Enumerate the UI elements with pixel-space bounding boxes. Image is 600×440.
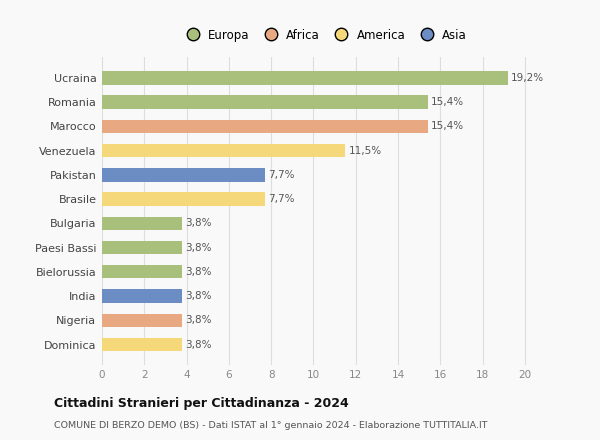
Text: 15,4%: 15,4% bbox=[431, 121, 464, 132]
Text: Cittadini Stranieri per Cittadinanza - 2024: Cittadini Stranieri per Cittadinanza - 2… bbox=[54, 397, 349, 410]
Text: 19,2%: 19,2% bbox=[511, 73, 544, 83]
Text: 7,7%: 7,7% bbox=[268, 194, 295, 204]
Bar bbox=[102, 120, 428, 133]
Bar bbox=[102, 95, 428, 109]
Bar bbox=[102, 168, 265, 182]
Text: 3,8%: 3,8% bbox=[185, 218, 212, 228]
Text: COMUNE DI BERZO DEMO (BS) - Dati ISTAT al 1° gennaio 2024 - Elaborazione TUTTITA: COMUNE DI BERZO DEMO (BS) - Dati ISTAT a… bbox=[54, 421, 487, 430]
Bar bbox=[102, 338, 182, 351]
Text: 7,7%: 7,7% bbox=[268, 170, 295, 180]
Legend: Europa, Africa, America, Asia: Europa, Africa, America, Asia bbox=[179, 26, 469, 44]
Bar bbox=[102, 241, 182, 254]
Bar bbox=[102, 314, 182, 327]
Text: 11,5%: 11,5% bbox=[349, 146, 382, 156]
Bar bbox=[102, 71, 508, 84]
Text: 3,8%: 3,8% bbox=[185, 315, 212, 325]
Bar bbox=[102, 290, 182, 303]
Bar bbox=[102, 144, 345, 157]
Text: 15,4%: 15,4% bbox=[431, 97, 464, 107]
Bar bbox=[102, 265, 182, 279]
Bar bbox=[102, 216, 182, 230]
Bar bbox=[102, 192, 265, 206]
Text: 3,8%: 3,8% bbox=[185, 340, 212, 349]
Text: 3,8%: 3,8% bbox=[185, 267, 212, 277]
Text: 3,8%: 3,8% bbox=[185, 242, 212, 253]
Text: 3,8%: 3,8% bbox=[185, 291, 212, 301]
